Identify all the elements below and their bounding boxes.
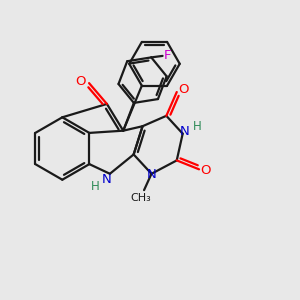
Text: H: H bbox=[91, 180, 99, 193]
Text: N: N bbox=[180, 125, 190, 138]
Text: N: N bbox=[102, 172, 112, 186]
Text: O: O bbox=[75, 75, 86, 88]
Text: O: O bbox=[178, 83, 188, 96]
Text: CH₃: CH₃ bbox=[131, 193, 152, 202]
Text: O: O bbox=[200, 164, 211, 177]
Text: N: N bbox=[147, 168, 156, 181]
Text: F: F bbox=[164, 50, 172, 62]
Text: H: H bbox=[193, 120, 201, 133]
